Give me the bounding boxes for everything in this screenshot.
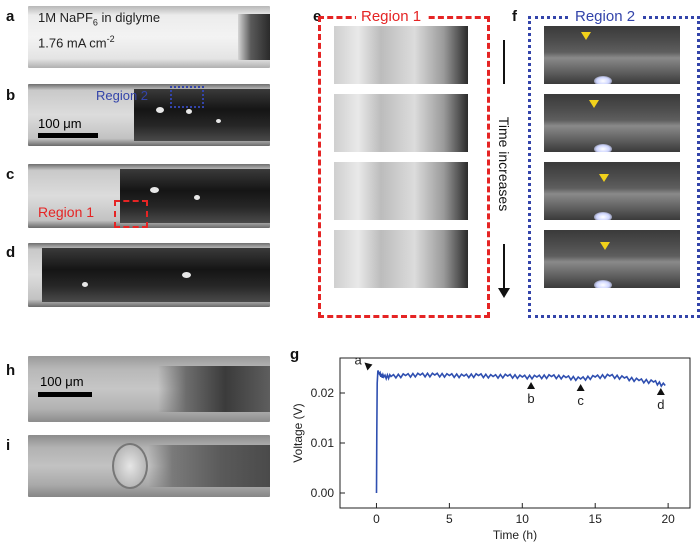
panel-label-c: c	[6, 166, 15, 183]
glow-spot	[594, 144, 612, 152]
y-tick-label: 0.01	[311, 436, 335, 450]
region-2-label: Region 2	[96, 88, 149, 103]
annotation-label-a: a	[354, 353, 362, 368]
panel-label-d: d	[6, 244, 16, 261]
annotation-marker-d	[656, 388, 665, 395]
x-tick-label: 10	[516, 512, 530, 526]
region-1-box	[114, 200, 148, 228]
deposit-d	[42, 248, 270, 302]
region-2-box	[170, 86, 204, 108]
bright-spot	[186, 108, 192, 114]
deposit-i	[148, 445, 270, 487]
electrolyte-name: 1M NaPF	[38, 10, 93, 25]
electrode-tip	[238, 14, 270, 60]
micrograph-i	[28, 435, 270, 497]
electrolyte-label: 1M NaPF6 in diglyme 1.76 mA cm-2	[38, 10, 160, 51]
annotation-marker-a	[364, 362, 373, 371]
scale-label-b: 100 μm	[38, 116, 82, 131]
panel-e-title: Region 1	[356, 8, 427, 25]
x-tick-label: 5	[446, 512, 453, 526]
x-tick-label: 0	[373, 512, 380, 526]
bright-spot	[182, 272, 191, 279]
x-axis-label: Time (h)	[493, 528, 537, 542]
annotation-label-d: d	[657, 397, 664, 412]
micrograph-c	[28, 164, 270, 228]
y-tick-label: 0.02	[311, 386, 335, 400]
panel-label-i: i	[6, 437, 11, 454]
region-2-frame-4	[544, 230, 680, 288]
glow-spot	[594, 76, 612, 84]
annotation-marker-b	[527, 382, 536, 389]
glow-spot	[594, 280, 612, 288]
annotation-marker-c	[576, 384, 585, 391]
region-1-frame-2	[334, 94, 468, 152]
region-2-frame-3	[544, 162, 680, 220]
plot-frame	[339, 357, 691, 509]
bright-spot	[82, 282, 88, 288]
micrograph-h	[28, 356, 270, 422]
deposit-h	[158, 366, 270, 412]
panel-label-f: f	[512, 8, 517, 25]
region-1-frame-3	[334, 162, 468, 220]
yellow-marker-icon	[581, 32, 591, 40]
panel-label-b: b	[6, 87, 16, 104]
annotation-label-b: b	[527, 391, 534, 406]
micrograph-d	[28, 243, 270, 307]
current-density-exponent: -2	[106, 33, 115, 44]
bright-spot	[216, 118, 221, 123]
region-1-frame-1	[334, 26, 468, 84]
yellow-marker-icon	[599, 174, 609, 182]
scale-label-h: 100 μm	[40, 374, 84, 389]
region-1-label: Region 1	[38, 204, 95, 220]
bright-spot	[150, 187, 159, 194]
region-2-frame-2	[544, 94, 680, 152]
bright-spot	[156, 106, 164, 113]
panel-label-e: e	[313, 8, 322, 25]
region-2-frame-1	[544, 26, 680, 84]
current-density: 1.76 mA cm	[38, 34, 107, 50]
micrograph-a	[28, 6, 270, 68]
scale-bar-b	[38, 133, 98, 138]
y-axis-label: Voltage (V)	[291, 403, 305, 462]
yellow-marker-icon	[589, 100, 599, 108]
annotation-label-c: c	[577, 393, 584, 408]
voltage-series-line	[375, 370, 666, 494]
panel-label-h: h	[6, 362, 16, 379]
scale-bar-h	[38, 392, 92, 397]
gas-bubble	[112, 443, 148, 489]
bright-spot	[194, 195, 200, 201]
glow-spot	[594, 212, 612, 220]
y-tick-label: 0.00	[311, 486, 335, 500]
yellow-marker-icon	[600, 242, 610, 250]
time-arrow-head	[498, 288, 510, 298]
panel-f-title: Region 2	[570, 8, 641, 25]
electrolyte-solvent: in diglyme	[97, 10, 161, 25]
panel-label-a: a	[6, 8, 15, 25]
electrolyte-subscript: 6	[92, 17, 98, 28]
panel-label-g: g	[290, 346, 300, 363]
x-tick-label: 15	[589, 512, 603, 526]
deposit-c	[120, 169, 270, 223]
x-tick-label: 20	[661, 512, 675, 526]
region-1-frame-4	[334, 230, 468, 288]
